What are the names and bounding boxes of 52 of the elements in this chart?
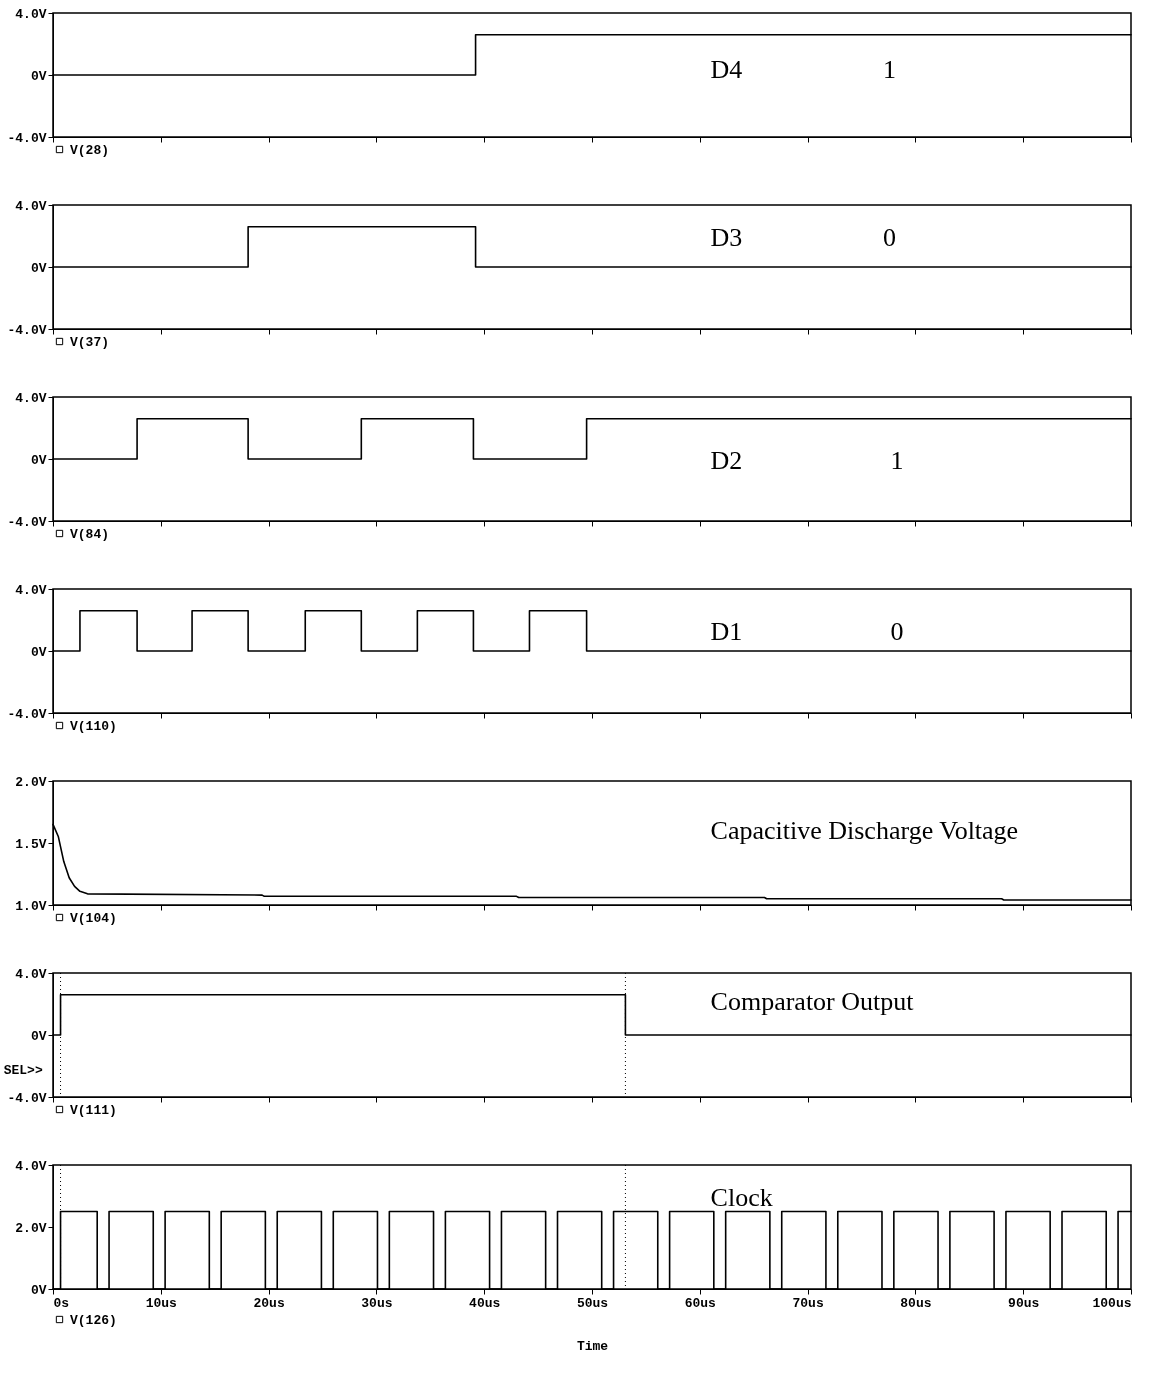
legend-label: V(37) [70,334,110,350]
annotation: 0 [883,223,897,253]
y-tick-label: -4.0V [7,130,47,146]
x-axis-title: Time [576,1338,609,1354]
annotation: Clock [710,1183,773,1213]
y-tick-label: 4.0V [15,966,47,982]
legend-label: V(110) [70,718,117,734]
legend-label: V(104) [70,910,117,926]
legend-label: V(28) [70,142,110,158]
y-tick-label: -4.0V [7,706,47,722]
y-tick-label: 0V [30,452,47,468]
annotation: Comparator Output [710,986,915,1016]
x-tick-label: 40us [469,1295,501,1311]
y-tick-label: 0V [30,1028,47,1044]
text: SEL>> [3,1062,43,1078]
x-tick-label: 20us [253,1295,285,1311]
y-tick-label: 2.0V [15,774,47,790]
legend-label: V(126) [70,1312,117,1328]
x-tick-label: 70us [792,1295,824,1311]
legend-label: V(84) [70,526,110,542]
annotation: 1 [890,446,904,476]
y-tick-label: -4.0V [7,1090,47,1106]
x-tick-label: 30us [361,1295,393,1311]
y-tick-label: 4.0V [15,1158,47,1174]
y-tick-label: 1.0V [15,898,47,914]
y-tick-label: 1.5V [15,836,47,852]
y-tick-label: 0V [30,260,47,276]
annotation: D4 [710,55,743,85]
annotation: Capacitive Discharge Voltage [710,815,1019,845]
y-tick-label: 4.0V [15,582,47,598]
annotation: 1 [883,55,897,85]
y-tick-label: 4.0V [15,198,47,214]
y-tick-label: -4.0V [7,514,47,530]
y-tick-label: 4.0V [15,6,47,22]
x-tick-label: 10us [145,1295,178,1311]
annotation: 0 [890,617,904,647]
annotation: D1 [710,617,743,647]
y-tick-label: 4.0V [15,390,47,406]
x-tick-label: 60us [684,1295,717,1311]
y-tick-label: 0V [30,1282,47,1298]
legend-label: V(111) [70,1102,117,1118]
x-tick-label: 80us [900,1295,932,1311]
y-tick-label: 2.0V [15,1220,47,1236]
x-tick-label: 0s [53,1295,70,1311]
x-tick-label: 90us [1008,1295,1040,1311]
annotation: D2 [710,446,743,476]
y-tick-label: 0V [30,644,47,660]
y-tick-label: -4.0V [7,322,47,338]
y-tick-label: 0V [30,68,47,84]
x-tick-label: 50us [576,1295,609,1311]
annotation: D3 [710,223,743,253]
x-tick-label: 100us [1092,1295,1132,1311]
